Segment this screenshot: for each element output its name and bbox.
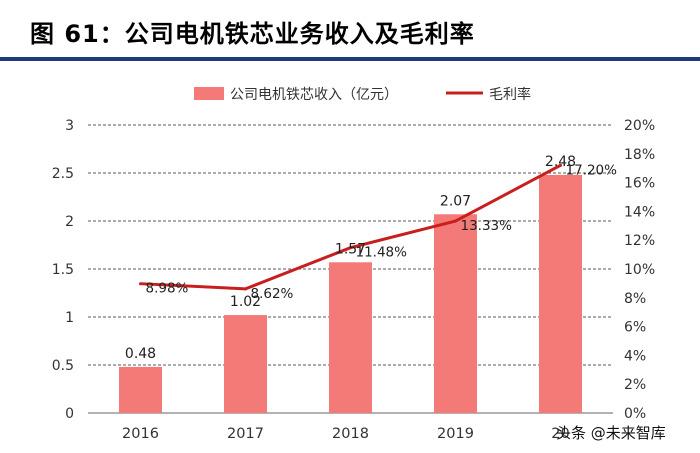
right-axis-tick-label: 12% — [624, 233, 655, 249]
revenue-data-label: 1.57 — [335, 241, 366, 257]
revenue-bar-2020[interactable] — [539, 174, 582, 413]
gross-margin-data-label: 8.62% — [251, 286, 294, 302]
legend-bar-label: 公司电机铁芯收入（亿元） — [230, 87, 398, 103]
revenue-data-label: 2.48 — [545, 154, 576, 170]
revenue-bar-2019[interactable] — [434, 214, 477, 413]
revenue-data-label: 1.02 — [230, 294, 261, 310]
bar-series — [119, 174, 582, 413]
revenue-bar-2018[interactable] — [329, 262, 372, 413]
gross-margin-point-2018[interactable] — [349, 246, 352, 250]
x-axis-tick-label: 2017 — [227, 426, 264, 442]
right-axis-tick-label: 18% — [624, 147, 655, 163]
revenue-data-label: 2.07 — [440, 193, 471, 209]
left-axis-tick-label: 2 — [65, 214, 74, 230]
right-axis-tick-label: 2% — [624, 377, 646, 393]
data-labels: 0.48 1.02 1.57 2.07 2.48 8.98% 8.62% 11.48% 13.3… — [125, 154, 617, 362]
right-axis-tick-label: 16% — [624, 176, 655, 192]
left-axis-tick-label: 0.5 — [52, 358, 74, 374]
figure-title: 图 61：公司电机铁芯业务收入及毛利率 — [30, 20, 475, 48]
right-axis: 0% 2% 4% 6% 8% 10% 12% 14% 16% 18% 20% — [624, 118, 655, 422]
left-axis-tick-label: 0 — [65, 406, 74, 422]
left-axis-tick-label: 1 — [65, 310, 74, 326]
left-axis-tick-label: 3 — [65, 118, 74, 134]
right-axis-tick-label: 14% — [624, 204, 655, 220]
right-axis-tick-label: 0% — [624, 406, 646, 422]
right-axis-tick-label: 6% — [624, 320, 646, 336]
revenue-data-label: 0.48 — [125, 346, 156, 362]
revenue-bar-2017[interactable] — [224, 315, 267, 413]
gross-margin-point-2017[interactable] — [244, 287, 247, 291]
x-axis-tick-label: 20 — [551, 426, 569, 442]
x-axis-tick-label: 2019 — [437, 426, 474, 442]
watermark-text: 头条 @未来智库 — [556, 424, 666, 442]
x-axis-tick-label: 2016 — [122, 426, 159, 442]
gross-margin-point-2019[interactable] — [454, 219, 457, 223]
title-rule — [0, 57, 700, 61]
x-axis: 2016 2017 2018 2019 20 — [122, 426, 570, 442]
right-axis-tick-label: 4% — [624, 348, 646, 364]
gross-margin-point-2016[interactable] — [139, 282, 142, 286]
right-axis-tick-label: 20% — [624, 118, 655, 134]
revenue-bar-2016[interactable] — [119, 366, 162, 413]
left-axis-tick-label: 1.5 — [52, 262, 74, 278]
right-axis-tick-label: 8% — [624, 291, 646, 307]
legend[interactable]: 公司电机铁芯收入（亿元） 毛利率 — [194, 86, 531, 103]
right-axis-tick-label: 10% — [624, 262, 655, 278]
left-axis-tick-label: 2.5 — [52, 166, 74, 182]
legend-line-label: 毛利率 — [489, 86, 531, 103]
gross-margin-data-label: 17.20% — [566, 162, 618, 178]
legend-bar-swatch — [194, 87, 224, 100]
margin-line-series — [139, 163, 562, 291]
left-axis: 0 0.5 1 1.5 2 2.5 3 — [52, 118, 74, 422]
gross-margin-data-label: 8.98% — [146, 281, 189, 297]
gross-margin-data-label: 13.33% — [461, 218, 513, 234]
x-axis-tick-label: 2018 — [332, 426, 369, 442]
gross-margin-data-label: 11.48% — [356, 245, 408, 261]
gross-margin-point-2020[interactable] — [559, 163, 562, 167]
